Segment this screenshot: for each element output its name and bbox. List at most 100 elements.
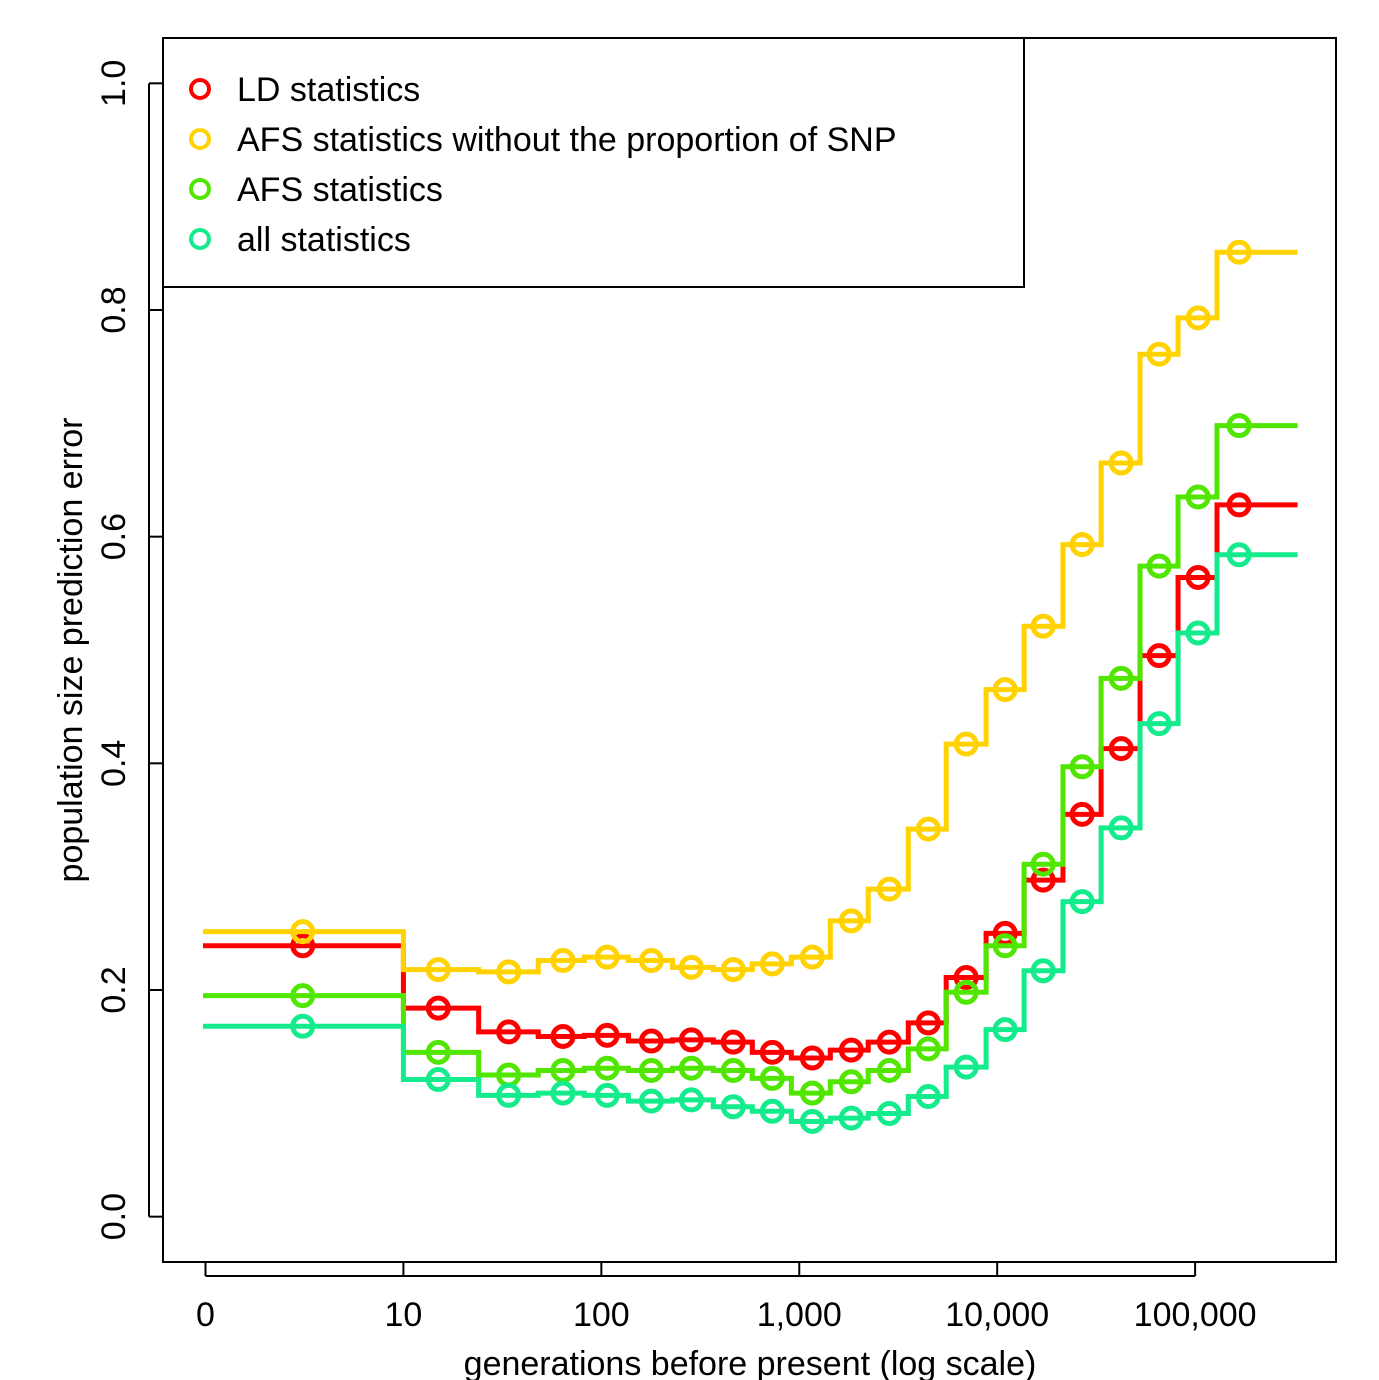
point (992, 677, 1018, 703)
point (799, 1045, 825, 1071)
point (838, 1069, 864, 1095)
point (1069, 889, 1095, 915)
point (876, 876, 902, 902)
legend-marker (189, 128, 211, 150)
point (799, 1108, 825, 1134)
x-tick-label: 10 (384, 1296, 422, 1334)
point (992, 1017, 1018, 1043)
point (1185, 620, 1211, 646)
point (1185, 305, 1211, 331)
point (953, 731, 979, 757)
point (1226, 239, 1252, 265)
point (290, 1013, 316, 1039)
point (915, 1036, 941, 1062)
y-axis-label: population size prediction error (52, 418, 90, 883)
point (290, 933, 316, 959)
point (759, 1065, 785, 1091)
point (1146, 711, 1172, 737)
point (496, 1082, 522, 1108)
point (1146, 553, 1172, 579)
point (496, 1019, 522, 1045)
point (1108, 736, 1134, 762)
x-tick-label: 0 (196, 1296, 215, 1334)
point (290, 919, 316, 945)
legend-marker (189, 78, 211, 100)
point (678, 1087, 704, 1113)
point (425, 1039, 451, 1065)
point (1069, 801, 1095, 827)
point (1185, 564, 1211, 590)
legend-label: all statistics (237, 221, 411, 259)
point (638, 1057, 664, 1083)
point (799, 944, 825, 970)
point (425, 995, 451, 1021)
point (594, 944, 620, 970)
point (550, 1057, 576, 1083)
point (720, 1029, 746, 1055)
x-tick-label: 10,000 (945, 1296, 1049, 1334)
point (1226, 492, 1252, 518)
legend-label: LD statistics (237, 71, 420, 109)
point (876, 1101, 902, 1127)
point (1108, 450, 1134, 476)
x-tick-label: 100,000 (1134, 1296, 1257, 1334)
legend-marker (189, 178, 211, 200)
point (759, 951, 785, 977)
point (1030, 867, 1056, 893)
point (425, 1067, 451, 1093)
point (838, 1037, 864, 1063)
point (594, 1082, 620, 1108)
x-tick-label: 100 (573, 1296, 630, 1334)
point (1226, 542, 1252, 568)
point (799, 1080, 825, 1106)
point (550, 1080, 576, 1106)
point (1030, 851, 1056, 877)
point (992, 933, 1018, 959)
point (953, 1054, 979, 1080)
point (915, 1084, 941, 1110)
point (425, 957, 451, 983)
point (550, 948, 576, 974)
y-tick-label: 0.2 (95, 966, 133, 1013)
point (876, 1057, 902, 1083)
point (1030, 613, 1056, 639)
point (496, 959, 522, 985)
point (678, 1055, 704, 1081)
point (594, 1055, 620, 1081)
point (1108, 815, 1134, 841)
point (953, 979, 979, 1005)
point (594, 1022, 620, 1048)
y-tick-label: 0.0 (95, 1193, 133, 1240)
point (638, 1028, 664, 1054)
point (720, 1094, 746, 1120)
point (915, 816, 941, 842)
point (915, 1010, 941, 1036)
point (720, 1057, 746, 1083)
y-tick-label: 0.4 (95, 740, 133, 787)
legend-label: AFS statistics without the proportion of… (237, 121, 897, 159)
y-tick-label: 0.6 (95, 513, 133, 560)
point (1146, 341, 1172, 367)
point (876, 1029, 902, 1055)
x-axis-label: generations before present (log scale) (464, 1345, 1037, 1380)
point (759, 1039, 785, 1065)
point (550, 1023, 576, 1049)
point (1226, 413, 1252, 439)
legend-marker (189, 228, 211, 250)
point (720, 957, 746, 983)
point (638, 1088, 664, 1114)
point (1069, 754, 1095, 780)
point (1069, 532, 1095, 558)
point (838, 908, 864, 934)
point (838, 1105, 864, 1131)
x-tick-label: 1,000 (757, 1296, 842, 1334)
point (1108, 665, 1134, 691)
y-tick-label: 0.8 (95, 286, 133, 333)
point (1146, 643, 1172, 669)
point (759, 1098, 785, 1124)
point (953, 965, 979, 991)
point (678, 1027, 704, 1053)
point (678, 954, 704, 980)
